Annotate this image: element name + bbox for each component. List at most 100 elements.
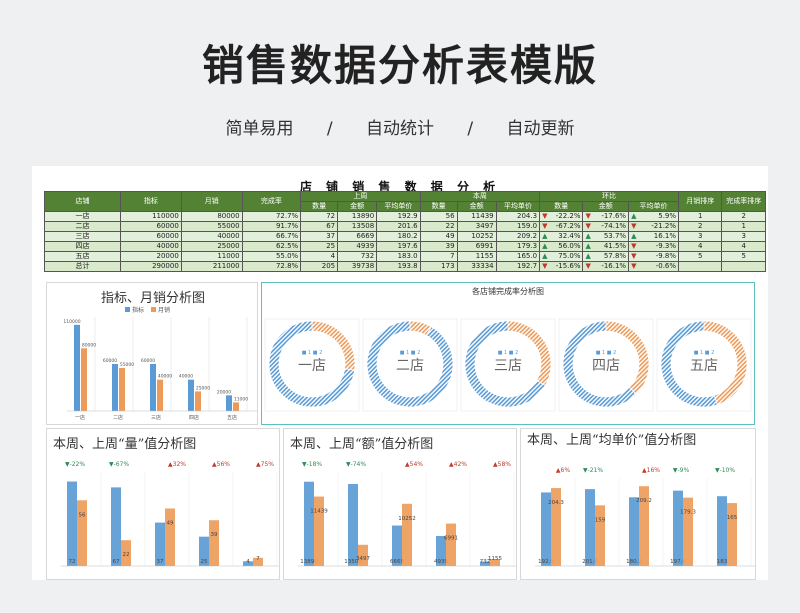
header-amt: 金额: [582, 201, 630, 212]
bar: [209, 520, 219, 566]
arrow-up-icon: ▲: [542, 232, 548, 241]
bar: [727, 503, 737, 566]
header-rate: 完成率: [241, 191, 302, 212]
hero-banner: 销售数据分析表模版 简单易用 / 自动统计 / 自动更新: [0, 0, 800, 165]
tagline: 简单易用 / 自动统计 / 自动更新: [0, 114, 800, 139]
table-cell: ▼ -9.3%: [628, 241, 680, 252]
cell-value: 40000: [217, 232, 240, 241]
table-row: 四店 40000 25000 62.5% 25 4939 197.6 39 6991 179.3 ▲…: [44, 241, 766, 252]
donut-label: 二店: [396, 358, 424, 374]
bar: [314, 496, 324, 566]
table-cell: 4: [721, 241, 766, 252]
table-cell: 五店: [44, 251, 121, 262]
table-cell: 209.2: [495, 231, 541, 242]
amt-chart-panel: 本周、上周“额”值分析图 13890 11439 ▼-18% 13508 3497 ▼-7…: [283, 428, 517, 580]
cell-value: 2: [698, 222, 703, 231]
change-label: ▲75%: [256, 461, 274, 468]
cell-value: 三店: [75, 232, 90, 241]
header-last-week: 上周: [300, 191, 421, 202]
data-label: 180.2: [626, 559, 642, 565]
bar: [253, 557, 263, 566]
table-cell: 40000: [120, 241, 182, 252]
cell-value: 72.8%: [275, 262, 299, 271]
table-cell: ▼ -67.2%: [539, 221, 584, 232]
cell-value: 22: [445, 222, 455, 231]
bar: [119, 367, 125, 411]
table-cell: 37: [300, 231, 339, 242]
change-label: ▲54%: [405, 461, 423, 468]
cell-value: 3: [741, 232, 746, 241]
change-label: ▲6%: [556, 467, 570, 474]
donut-legend: ■ 1 ■ 2: [498, 350, 519, 356]
bar: [683, 497, 693, 566]
table-cell: 33334: [456, 261, 497, 272]
cell-value: 110000: [152, 212, 179, 221]
bar: [392, 525, 402, 566]
bar: [585, 489, 595, 566]
table-cell: 4: [300, 251, 339, 262]
chart-title: 本周、上周“量”值分析图: [53, 437, 197, 452]
table-cell: 67: [300, 221, 339, 232]
table-cell: 173: [419, 261, 458, 272]
arrow-up-icon: ▲: [585, 252, 591, 261]
data-label: 179.3: [680, 510, 696, 516]
arrow-down-icon: ▼: [631, 242, 637, 251]
table-cell: 40000: [180, 231, 243, 242]
header-amt: 金额: [337, 201, 378, 212]
legend-swatch: [125, 307, 130, 312]
avg-chart-panel: 本周、上周“均单价”值分析图 192.9 204.3 ▲6% 201.6 159 ▼-21…: [520, 428, 756, 580]
cell-value: 209.2: [517, 232, 538, 241]
data-label: 60000: [141, 358, 155, 364]
header-rank-sales: 月销排序: [678, 191, 723, 212]
bar: [595, 505, 605, 566]
table-cell: 1: [721, 221, 766, 232]
table-cell: 110000: [120, 211, 182, 222]
table-row: 三店 60000 40000 66.7% 37 6669 180.2 49 10252 209.2…: [44, 231, 766, 242]
cell-value: 197.6: [397, 242, 418, 251]
cell-value: 66.7%: [275, 232, 299, 241]
table-cell: 49: [419, 231, 458, 242]
cell-value: 11000: [217, 252, 240, 261]
cell-value: 80000: [217, 212, 240, 221]
table-cell: 732: [337, 251, 378, 262]
cell-value: 五店: [75, 252, 90, 261]
cell-value: 39: [445, 242, 455, 251]
bar: [629, 497, 639, 566]
cell-value: 1: [741, 222, 746, 231]
cell-value: 192.9: [397, 212, 418, 221]
header-avg: 平均单价: [376, 201, 421, 212]
page-title: 销售数据分析表模版: [201, 41, 598, 90]
donut-legend: ■ 1 ■ 2: [302, 350, 323, 356]
cell-value: 二店: [75, 222, 90, 231]
data-label: 11439: [310, 509, 328, 515]
chart-title: 本周、上周“均单价”值分析图: [527, 433, 697, 448]
table-cell: ▲ 53.7%: [582, 231, 630, 242]
cell-value: 41.5%: [603, 242, 627, 251]
legend-swatch: [151, 307, 156, 312]
data-label: 37: [157, 559, 164, 565]
bar: [121, 540, 131, 566]
cell-value: 62.5%: [275, 242, 299, 251]
cell-value: 211000: [212, 262, 240, 271]
table-cell: 四店: [44, 241, 121, 252]
completion-rate-chart: ■ 1 ■ 2 一店 ■ 1 ■ 2 二店 ■ 1 ■ 2 三店 ■ 1 ■ 2 四店 ■ 1 …: [264, 318, 752, 412]
table-cell: 20000: [120, 251, 182, 262]
tag-separator: /: [467, 119, 474, 139]
bar: [717, 496, 727, 566]
table-cell: 72.7%: [241, 211, 302, 222]
cell-value: 20000: [156, 252, 179, 261]
change-label: ▼-10%: [715, 467, 735, 474]
table-cell: 179.3: [495, 241, 541, 252]
cell-value: 13508: [351, 222, 375, 231]
table-cell: 91.7%: [241, 221, 302, 232]
arrow-up-icon: ▲: [542, 242, 548, 251]
avg-price-chart: 192.9 204.3 ▲6% 201.6 159 ▼-21% 180.2 209.2 ▲16%…: [535, 467, 755, 567]
bar: [673, 490, 683, 566]
bar: [304, 481, 314, 566]
data-label: 25000: [196, 385, 210, 391]
cell-value: 13890: [351, 212, 375, 221]
table-cell: 13890: [337, 211, 378, 222]
cell-value: 10252: [471, 232, 494, 241]
table-cell: 总计: [44, 261, 121, 272]
cell-value: 4: [330, 252, 336, 261]
